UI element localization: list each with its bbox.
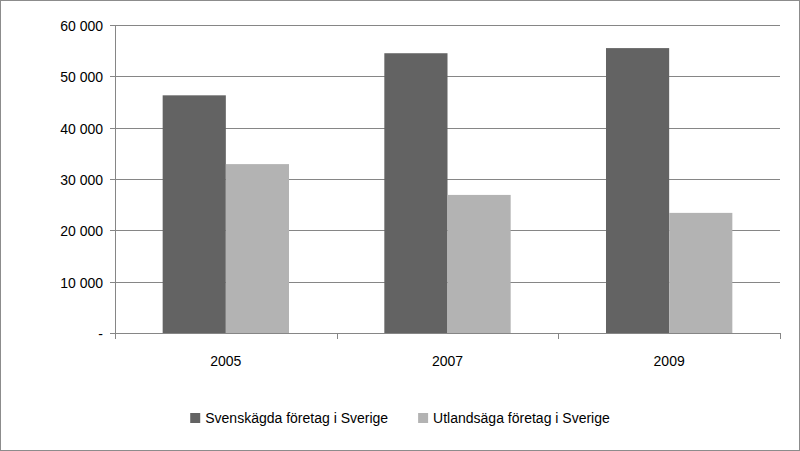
bars — [163, 48, 733, 333]
y-tick-label: 40 000 — [60, 121, 103, 137]
y-axis — [115, 25, 116, 333]
grid-line — [115, 25, 780, 26]
bar — [163, 95, 226, 333]
y-tick-label: 30 000 — [60, 172, 103, 188]
y-tick-label: 10 000 — [60, 275, 103, 291]
x-tick-label: 2007 — [432, 353, 463, 369]
y-tick — [110, 333, 115, 334]
bar — [669, 213, 732, 333]
bar — [384, 53, 447, 333]
y-tick — [110, 76, 115, 77]
y-tick — [110, 282, 115, 283]
legend-label: Utlandsäga företag i Sverige — [433, 410, 610, 426]
y-tick — [110, 179, 115, 180]
x-tick — [337, 333, 338, 339]
y-tick-label: 60 000 — [60, 18, 103, 34]
y-tick-label: 20 000 — [60, 223, 103, 239]
x-axis — [115, 333, 780, 334]
x-tick — [558, 333, 559, 339]
y-tick-label: - — [98, 326, 103, 342]
bar — [226, 164, 289, 333]
x-tick — [780, 333, 781, 339]
bar — [606, 48, 669, 333]
legend-swatch — [190, 413, 200, 423]
y-tick — [110, 128, 115, 129]
y-tick — [110, 230, 115, 231]
legend-label: Svenskägda företag i Sverige — [205, 410, 388, 426]
x-tick — [115, 333, 116, 339]
x-tick-label: 2005 — [210, 353, 241, 369]
legend: Svenskägda företag i Sverige Utlandsäga f… — [190, 410, 610, 426]
y-tick — [110, 25, 115, 26]
chart: - 10 000 20 000 30 000 40 000 50 000 60 000 200… — [0, 0, 800, 451]
y-tick-label: 50 000 — [60, 69, 103, 85]
background — [1, 1, 800, 451]
bar — [448, 195, 511, 333]
x-tick-label: 2009 — [654, 353, 685, 369]
legend-swatch — [418, 413, 428, 423]
